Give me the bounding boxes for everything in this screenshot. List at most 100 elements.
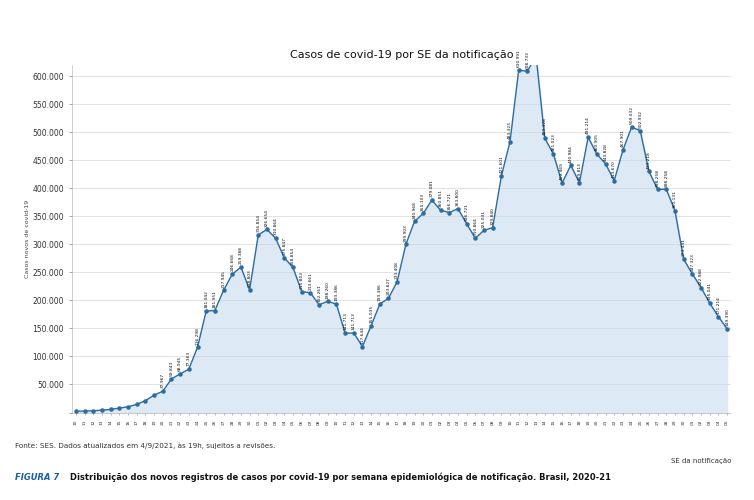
Point bbox=[348, 329, 360, 337]
Point bbox=[661, 186, 673, 194]
Point bbox=[313, 300, 325, 308]
Text: 213.661: 213.661 bbox=[308, 272, 312, 290]
Text: 483.323: 483.323 bbox=[508, 121, 512, 139]
Point bbox=[122, 403, 134, 411]
Point bbox=[235, 263, 247, 271]
Point bbox=[391, 278, 403, 285]
Text: 195.041: 195.041 bbox=[708, 282, 712, 300]
Text: 215.803: 215.803 bbox=[299, 271, 304, 289]
Text: 325.041: 325.041 bbox=[482, 210, 486, 228]
Text: 193.386: 193.386 bbox=[378, 284, 382, 302]
Point bbox=[287, 264, 299, 272]
Point bbox=[521, 68, 533, 76]
Y-axis label: Casos novos de covid-19: Casos novos de covid-19 bbox=[25, 200, 29, 278]
Text: 398.258: 398.258 bbox=[655, 168, 660, 186]
Text: 68.945: 68.945 bbox=[178, 356, 182, 371]
Text: 222.988: 222.988 bbox=[699, 267, 703, 284]
Text: 326.654: 326.654 bbox=[265, 208, 269, 226]
Text: 430.218: 430.218 bbox=[647, 150, 651, 168]
Point bbox=[200, 307, 212, 315]
Point bbox=[434, 206, 446, 214]
Title: Casos de covid-19 por SE da notificação: Casos de covid-19 por SE da notificação bbox=[290, 50, 513, 60]
Text: 310.864: 310.864 bbox=[274, 218, 277, 236]
Text: 59.843: 59.843 bbox=[170, 361, 173, 376]
Point bbox=[608, 176, 621, 184]
Text: 489.428: 489.428 bbox=[543, 118, 547, 136]
Point bbox=[426, 196, 438, 204]
Point bbox=[174, 370, 186, 378]
Point bbox=[574, 179, 586, 187]
Point bbox=[634, 126, 646, 134]
Point bbox=[400, 240, 412, 248]
Point bbox=[651, 186, 664, 194]
Point bbox=[599, 160, 611, 168]
Text: 460.905: 460.905 bbox=[595, 134, 599, 152]
Point bbox=[182, 365, 195, 373]
Point bbox=[504, 138, 516, 145]
Text: 421.601: 421.601 bbox=[499, 156, 504, 174]
Text: 149.390: 149.390 bbox=[725, 308, 729, 326]
Point bbox=[713, 312, 725, 320]
Point bbox=[686, 270, 698, 278]
Point bbox=[469, 234, 481, 242]
Text: 310.864: 310.864 bbox=[474, 218, 477, 236]
Text: 509.032: 509.032 bbox=[630, 106, 633, 124]
Text: 217.945: 217.945 bbox=[222, 270, 225, 287]
Text: 409.813: 409.813 bbox=[578, 162, 581, 180]
Text: 259.388: 259.388 bbox=[239, 246, 243, 264]
Text: 336.721: 336.721 bbox=[464, 203, 469, 221]
Point bbox=[78, 407, 90, 415]
Text: 198.260: 198.260 bbox=[326, 280, 329, 298]
Point bbox=[417, 210, 429, 218]
Text: 77.363: 77.363 bbox=[187, 351, 191, 366]
Point bbox=[209, 306, 221, 314]
Point bbox=[148, 391, 160, 399]
Point bbox=[703, 299, 716, 307]
Point bbox=[87, 407, 100, 415]
Point bbox=[409, 218, 421, 226]
Point bbox=[357, 342, 369, 350]
Text: 443.828: 443.828 bbox=[603, 143, 608, 161]
Text: 398.258: 398.258 bbox=[664, 168, 668, 186]
Text: 316.854: 316.854 bbox=[256, 214, 260, 232]
Point bbox=[270, 234, 282, 242]
Text: 246.668: 246.668 bbox=[230, 254, 234, 272]
Point bbox=[96, 406, 108, 414]
Point bbox=[365, 322, 377, 330]
Text: 461.023: 461.023 bbox=[551, 134, 556, 152]
Point bbox=[495, 172, 507, 180]
Point bbox=[721, 325, 733, 333]
Point bbox=[547, 150, 559, 158]
Text: 636.663: 636.663 bbox=[0, 499, 1, 500]
Text: 141.713: 141.713 bbox=[352, 312, 356, 330]
Point bbox=[591, 150, 603, 158]
Point bbox=[278, 254, 290, 262]
Point bbox=[478, 226, 490, 234]
Text: FIGURA 7: FIGURA 7 bbox=[15, 472, 60, 482]
Text: 360.851: 360.851 bbox=[439, 190, 443, 208]
Point bbox=[113, 404, 125, 412]
Point bbox=[626, 123, 638, 131]
Text: 117.644: 117.644 bbox=[360, 326, 364, 344]
Point bbox=[244, 286, 256, 294]
Point bbox=[226, 270, 238, 278]
Text: 299.903: 299.903 bbox=[404, 224, 408, 242]
Text: 181.042: 181.042 bbox=[204, 290, 208, 308]
Point bbox=[582, 133, 594, 141]
Text: 141.713: 141.713 bbox=[343, 312, 347, 330]
Text: Distribuição dos novos registros de casos por covid-19 por semana epidemiológica: Distribuição dos novos registros de caso… bbox=[70, 472, 611, 482]
Text: 258.854: 258.854 bbox=[291, 246, 295, 264]
Text: 218.803: 218.803 bbox=[247, 269, 252, 287]
Text: 275.847: 275.847 bbox=[282, 237, 287, 255]
Text: 413.670: 413.670 bbox=[612, 160, 616, 178]
Point bbox=[261, 226, 273, 234]
Point bbox=[695, 284, 707, 292]
Point bbox=[305, 288, 317, 296]
Text: Fonte: SES. Dados atualizados em 4/9/2021, às 19h, sujeitos a revisões.: Fonte: SES. Dados atualizados em 4/9/202… bbox=[15, 442, 275, 449]
Point bbox=[486, 224, 498, 232]
Point bbox=[538, 134, 550, 142]
Point bbox=[322, 298, 334, 306]
Point bbox=[339, 329, 351, 337]
Text: 329.840: 329.840 bbox=[491, 207, 495, 225]
Text: 247.323: 247.323 bbox=[691, 253, 694, 271]
